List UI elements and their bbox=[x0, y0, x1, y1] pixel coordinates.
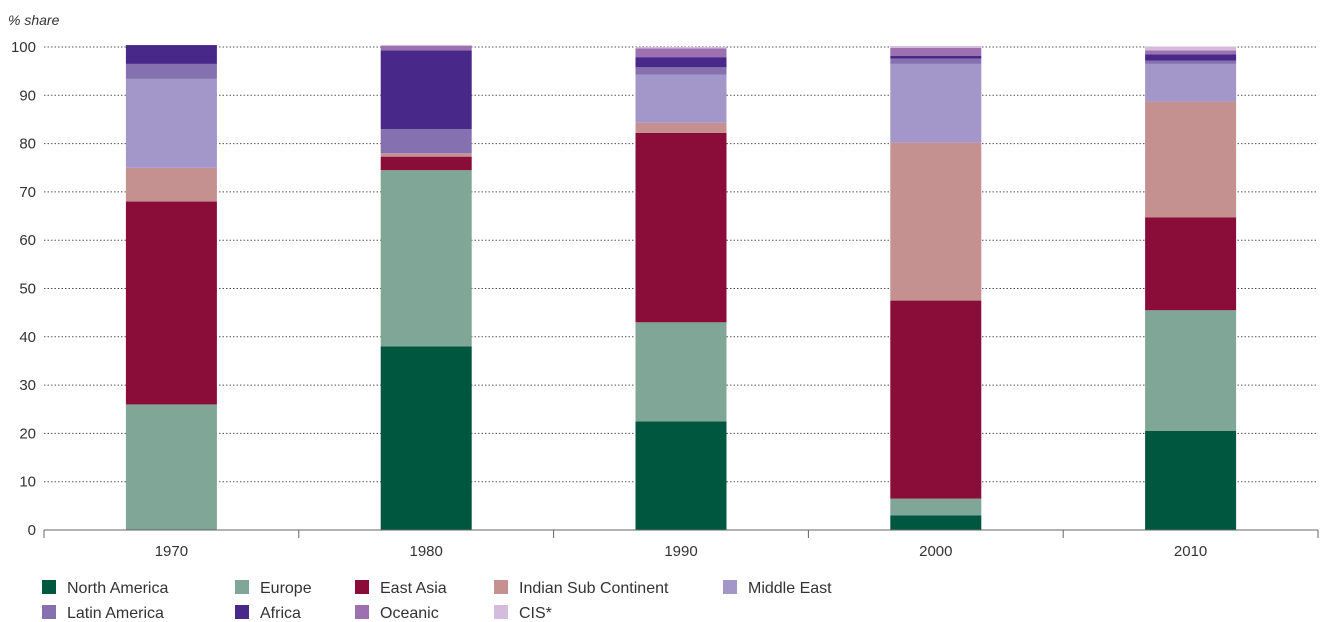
legend-swatch bbox=[235, 605, 249, 619]
y-axis-label: % share bbox=[8, 12, 60, 28]
bar-segment bbox=[380, 153, 472, 157]
bar-segment bbox=[890, 142, 982, 301]
bar-segment bbox=[635, 67, 727, 75]
legend-label: Oceanic bbox=[380, 605, 439, 622]
bar-segment bbox=[635, 57, 727, 68]
y-tick-label: 80 bbox=[19, 136, 36, 153]
bar-segment bbox=[380, 170, 472, 347]
legend-label: East Asia bbox=[380, 580, 447, 597]
legend-item: Latin America bbox=[42, 605, 164, 622]
bar-group-2010 bbox=[1145, 46, 1237, 530]
bar-segment bbox=[635, 122, 727, 133]
legend-item: Indian Sub Continent bbox=[494, 580, 669, 597]
legend-item: Europe bbox=[235, 580, 312, 597]
legend: North America Europe East Asia Indian Sub C… bbox=[42, 580, 832, 622]
bar-segment bbox=[1145, 310, 1237, 431]
bar-segment bbox=[125, 78, 217, 168]
x-tick-label: 1980 bbox=[410, 543, 443, 560]
bar-segment bbox=[380, 50, 472, 130]
bar-segment bbox=[1145, 430, 1237, 530]
bar-segment bbox=[890, 498, 982, 516]
bar-group-1970 bbox=[125, 45, 217, 530]
bar-group-1980 bbox=[380, 45, 472, 530]
y-tick-label: 30 bbox=[19, 377, 36, 394]
y-tick-label: 90 bbox=[19, 87, 36, 104]
legend-swatch bbox=[42, 605, 56, 619]
y-tick-label: 50 bbox=[19, 281, 36, 298]
bar-segment bbox=[125, 404, 217, 530]
bar-segment bbox=[890, 46, 982, 48]
legend-swatch bbox=[494, 580, 508, 594]
bar-segment bbox=[125, 167, 217, 202]
legend-item: Oceanic bbox=[355, 605, 439, 622]
bar-segment bbox=[1145, 63, 1237, 102]
bar-segment bbox=[635, 47, 727, 49]
bar-segment bbox=[635, 322, 727, 422]
bar-segment bbox=[890, 63, 982, 143]
legend-swatch bbox=[494, 605, 508, 619]
y-tick-label: 60 bbox=[19, 232, 36, 249]
bar-segment bbox=[1145, 217, 1237, 311]
legend-swatch bbox=[355, 605, 369, 619]
legend-label: North America bbox=[67, 580, 168, 597]
legend-label: Europe bbox=[260, 580, 312, 597]
bar-segment bbox=[890, 55, 982, 59]
bar-segment bbox=[635, 48, 727, 58]
legend-swatch bbox=[235, 580, 249, 594]
bar-segment bbox=[380, 45, 472, 51]
legend-label: Middle East bbox=[748, 580, 832, 597]
legend-item: Middle East bbox=[723, 580, 832, 597]
x-tick-label: 1970 bbox=[155, 543, 188, 560]
legend-label: Latin America bbox=[67, 605, 164, 622]
legend-label: CIS* bbox=[519, 605, 552, 622]
bar-segment bbox=[635, 74, 727, 123]
legend-label: Indian Sub Continent bbox=[519, 580, 669, 597]
legend-label: Africa bbox=[260, 605, 301, 622]
y-tick-label: 40 bbox=[19, 329, 36, 346]
bar-segment bbox=[635, 421, 727, 530]
bar-segment bbox=[380, 129, 472, 154]
bar-segment bbox=[635, 132, 727, 323]
legend-item: North America bbox=[42, 580, 168, 597]
legend-item: East Asia bbox=[355, 580, 447, 597]
x-tick-label: 2010 bbox=[1174, 543, 1207, 560]
bar-segment bbox=[125, 63, 217, 79]
x-tick-label: 2000 bbox=[919, 543, 952, 560]
bar-segment bbox=[1145, 60, 1237, 64]
legend-item: CIS* bbox=[494, 605, 552, 622]
bar-segment bbox=[1145, 50, 1237, 55]
x-tick-label: 1990 bbox=[664, 543, 697, 560]
bar-segment bbox=[125, 45, 217, 64]
bar-segment bbox=[1145, 46, 1237, 51]
y-tick-label: 70 bbox=[19, 184, 36, 201]
bar-segment bbox=[1145, 54, 1237, 61]
y-tick-label: 0 bbox=[28, 522, 36, 539]
bar-segment bbox=[1145, 101, 1237, 218]
bar-segment bbox=[125, 201, 217, 405]
bar-segment bbox=[890, 515, 982, 530]
legend-swatch bbox=[723, 580, 737, 594]
bar-segment bbox=[890, 300, 982, 499]
bar-segment bbox=[380, 346, 472, 530]
bar-group-1990 bbox=[635, 47, 727, 530]
bar-group-2000 bbox=[890, 46, 982, 530]
legend-swatch bbox=[42, 580, 56, 594]
y-tick-label: 100 bbox=[11, 39, 36, 56]
legend-swatch bbox=[355, 580, 369, 594]
y-tick-label: 10 bbox=[19, 474, 36, 491]
bar-segment bbox=[890, 47, 982, 56]
bars bbox=[125, 45, 1237, 530]
x-axis: 1970 1980 1990 2000 2010 bbox=[43, 529, 1319, 560]
y-tick-label: 20 bbox=[19, 425, 36, 442]
bar-segment bbox=[890, 58, 982, 64]
y-tick-labels: 0 10 20 30 40 50 60 70 80 90 100 bbox=[11, 39, 36, 539]
legend-item: Africa bbox=[235, 605, 301, 622]
bar-segment bbox=[380, 156, 472, 171]
